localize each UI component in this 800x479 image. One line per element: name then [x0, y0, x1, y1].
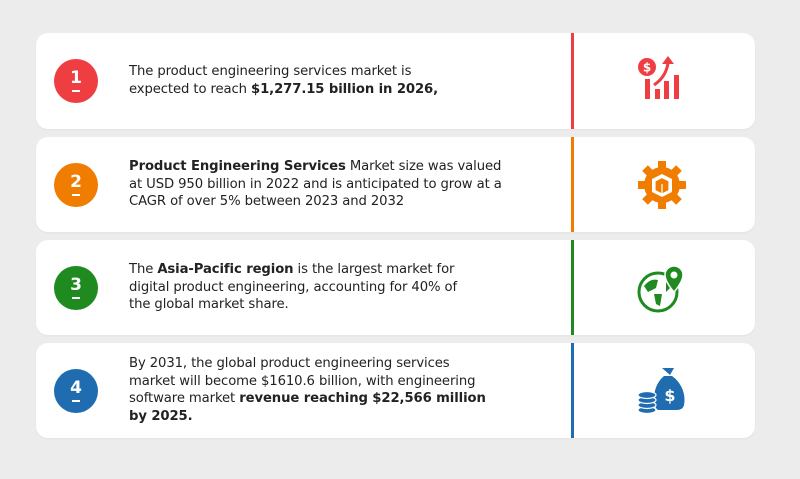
svg-text:$: $	[643, 61, 651, 75]
money-bag-coins-icon: $	[637, 368, 685, 415]
divider	[571, 137, 574, 232]
stat-text: The Asia-Pacific region is the largest m…	[129, 261, 469, 314]
bold-text: Asia-Pacific region	[157, 262, 294, 277]
money-growth-chart-icon: $	[638, 56, 679, 99]
text: The product engineering services market …	[129, 64, 412, 97]
number-badge: 2	[54, 163, 98, 207]
bold-text: revenue reaching $22,566 million by 2025…	[129, 391, 486, 424]
text: is the largest market for digital produc…	[129, 262, 458, 312]
stat-text: The product engineering services market …	[129, 63, 449, 98]
svg-text:$: $	[664, 386, 675, 405]
stat-text: Product Engineering Services Market size…	[129, 158, 509, 211]
stat-card-1: 1 The product engineering services marke…	[36, 33, 755, 129]
text: The	[129, 262, 158, 277]
number-badge: 3	[54, 266, 98, 310]
text: By 2031, the global product engineering …	[129, 356, 476, 406]
divider	[571, 240, 574, 335]
number-badge: 4	[54, 369, 98, 413]
bold-text: Product Engineering Services	[129, 159, 346, 174]
divider	[571, 343, 574, 438]
stat-card-2: 2 Product Engineering Services Market si…	[36, 137, 755, 232]
stat-text: By 2031, the global product engineering …	[129, 355, 499, 425]
divider	[571, 33, 574, 129]
text: Market size was valued at USD 950 billio…	[129, 159, 502, 209]
stat-card-3: 3 The Asia-Pacific region is the largest…	[36, 240, 755, 335]
gear-box-icon	[638, 161, 686, 209]
bold-text: $1,277.15 billion in 2026,	[251, 81, 439, 97]
globe-location-icon	[637, 265, 684, 313]
number-badge: 1	[54, 59, 98, 103]
stat-card-4: 4 By 2031, the global product engineerin…	[36, 343, 755, 438]
